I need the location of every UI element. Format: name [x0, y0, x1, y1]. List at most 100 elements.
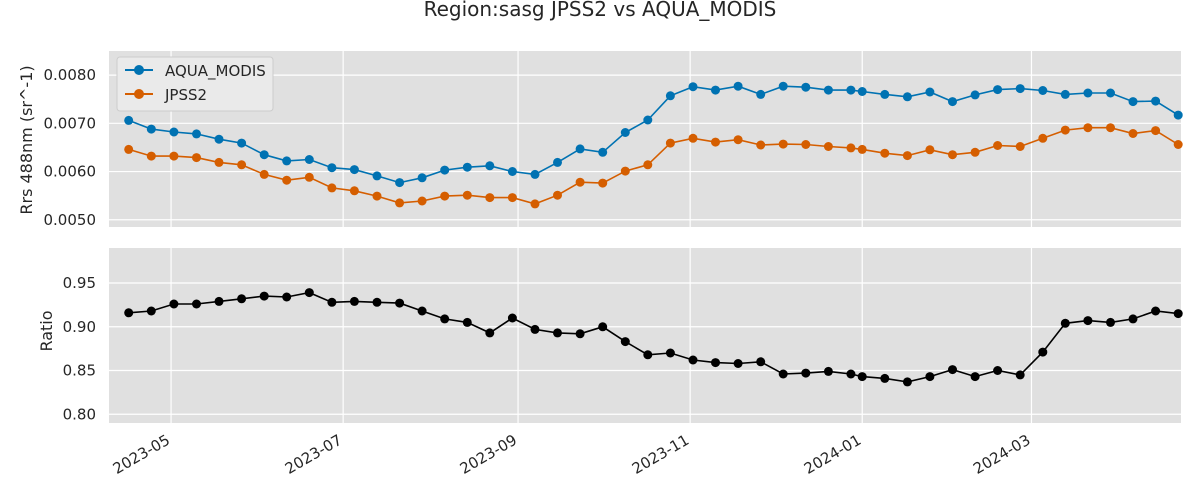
legend: AQUA_MODIS JPSS2: [116, 56, 274, 112]
jpss2-point: [214, 157, 224, 167]
chart-title: Region:sasg JPSS2 vs AQUA_MODIS: [424, 0, 777, 21]
aqua-modis-point: [395, 178, 405, 188]
x-tick-label: 2023-09: [457, 431, 520, 478]
jpss2-point: [462, 190, 472, 200]
aqua-modis-point: [282, 156, 292, 166]
ratio-point: [214, 296, 224, 306]
aqua-modis-point: [214, 134, 224, 144]
jpss2-point: [880, 148, 890, 158]
jpss2-point: [304, 172, 314, 182]
bottom-y-tick-label: 0.85: [63, 362, 96, 380]
ratio-point: [1038, 347, 1048, 357]
ratio-point: [237, 294, 247, 304]
aqua-modis-point: [417, 173, 427, 183]
ratio-point: [349, 296, 359, 306]
ratio-point: [169, 299, 179, 309]
aqua-modis-point: [192, 129, 201, 139]
aqua-modis-point: [237, 138, 247, 148]
ratio-point: [192, 299, 201, 309]
aqua-modis-point: [259, 150, 269, 160]
jpss2-point: [282, 175, 292, 185]
top-y-tick-label: 0.0060: [44, 163, 97, 181]
ratio-point: [124, 308, 134, 318]
aqua-modis-point: [575, 144, 585, 154]
x-tick-label: 2024-01: [801, 431, 864, 478]
aqua-modis-point: [1060, 89, 1070, 99]
legend-marker-aqua: [134, 65, 144, 75]
legend-marker-jpss2: [134, 89, 144, 99]
jpss2-point: [823, 142, 833, 151]
jpss2-point: [507, 193, 517, 203]
aqua-modis-point: [485, 161, 495, 171]
legend-label-jpss2: JPSS2: [164, 86, 207, 104]
jpss2-point: [1015, 142, 1025, 151]
ratio-point: [530, 324, 540, 334]
top-y-axis-label: Rrs 488nm (sr^-1): [17, 65, 36, 214]
aqua-modis-point: [530, 169, 540, 179]
ratio-point: [880, 373, 890, 383]
ratio-point: [304, 288, 314, 298]
ratio-point: [327, 297, 337, 307]
x-tick-label: 2023-07: [282, 431, 345, 478]
jpss2-point: [643, 160, 653, 170]
aqua-modis-point: [124, 115, 134, 125]
jpss2-point: [688, 133, 698, 143]
aqua-modis-point: [620, 128, 630, 137]
ratio-point: [948, 365, 957, 375]
aqua-modis-point: [440, 165, 450, 175]
aqua-modis-point: [1106, 88, 1115, 98]
top-y-tick-label: 0.0050: [44, 211, 97, 229]
jpss2-point: [993, 141, 1003, 150]
jpss2-point: [1038, 133, 1048, 143]
aqua-modis-point: [169, 127, 179, 137]
aqua-modis-point: [688, 82, 698, 92]
top-panel: 0.0050 0.0060 0.0070 0.0080: [44, 51, 1183, 229]
jpss2-point: [237, 160, 247, 170]
jpss2-point: [417, 196, 427, 206]
jpss2-point: [733, 135, 743, 145]
jpss2-point: [778, 139, 788, 149]
bottom-y-tick-label: 0.90: [63, 318, 96, 336]
ratio-point: [1128, 314, 1138, 324]
aqua-modis-point: [857, 87, 867, 96]
jpss2-point: [259, 169, 269, 179]
jpss2-point: [665, 138, 675, 148]
aqua-modis-point: [304, 155, 314, 164]
ratio-point: [1083, 316, 1093, 326]
ratio-point: [485, 328, 495, 338]
aqua-modis-point: [970, 90, 980, 100]
jpss2-point: [620, 166, 630, 176]
aqua-modis-point: [1128, 97, 1138, 107]
top-y-tick-label: 0.0080: [44, 66, 97, 84]
jpss2-point: [485, 193, 495, 203]
jpss2-point: [801, 140, 811, 149]
ratio-point: [970, 372, 980, 382]
ratio-point: [259, 291, 269, 301]
ratio-point: [688, 355, 698, 365]
jpss2-point: [1151, 126, 1161, 136]
jpss2-point: [902, 151, 912, 161]
ratio-point: [778, 369, 788, 379]
aqua-modis-point: [1151, 96, 1161, 106]
ratio-point: [823, 366, 833, 376]
jpss2-point: [553, 190, 562, 200]
aqua-modis-point: [507, 167, 517, 176]
jpss2-point: [395, 198, 405, 208]
ratio-point: [902, 377, 912, 387]
top-plot-area: [109, 51, 1181, 227]
ratio-point: [598, 322, 608, 332]
ratio-point: [857, 372, 867, 382]
aqua-modis-point: [778, 81, 788, 91]
aqua-modis-point: [1015, 84, 1025, 94]
jpss2-point: [372, 191, 382, 201]
ratio-point: [282, 292, 292, 302]
jpss2-point: [948, 150, 957, 160]
aqua-modis-point: [665, 91, 675, 101]
ratio-point: [1060, 318, 1070, 328]
jpss2-point: [349, 186, 359, 196]
bottom-y-tick-label: 0.80: [63, 405, 96, 423]
ratio-point: [925, 372, 935, 382]
aqua-modis-point: [846, 85, 856, 95]
x-tick-label: 2024-03: [970, 431, 1033, 478]
